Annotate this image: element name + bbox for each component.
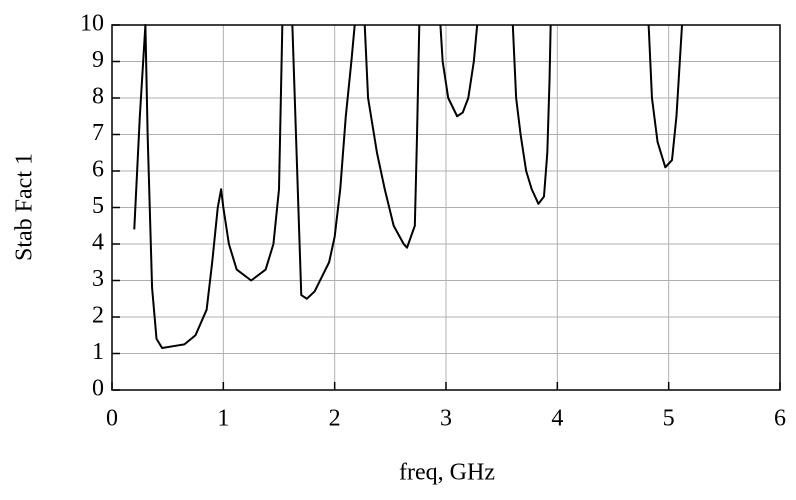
x-tick-label: 2 [329,406,341,432]
plot-frame [111,24,781,391]
x-tick-label: 1 [217,406,229,432]
y-tick-label: 10 [80,11,104,37]
x-tick-label: 5 [663,406,675,432]
data-line [133,24,684,350]
y-tick-label: 2 [92,303,104,329]
y-tick-label: 6 [92,157,104,183]
y-tick-label: 3 [92,266,104,292]
y-tick-label: 7 [92,120,104,146]
y-tick-label: 4 [92,230,104,256]
y-tick-label: 5 [92,193,104,219]
y-axis-label: Stab Fact 1 [12,153,38,261]
y-tick-label: 0 [92,376,104,402]
x-tick-label: 4 [551,406,563,432]
x-axis-label: freq, GHz [399,460,495,486]
y-tick-label: 1 [92,339,104,365]
x-tick-label: 3 [440,406,452,432]
y-tick-label: 9 [92,47,104,73]
x-tick-label: 0 [106,406,118,432]
x-tick-label: 6 [774,406,786,432]
y-tick-label: 8 [92,84,104,110]
